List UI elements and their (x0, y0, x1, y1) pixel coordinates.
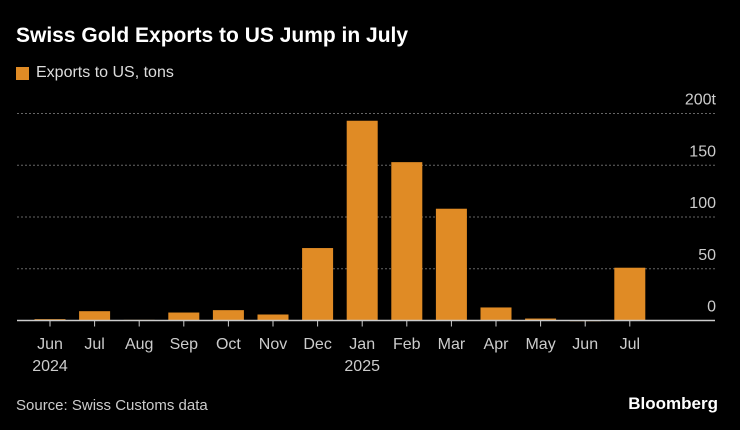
legend: Exports to US, tons (16, 64, 174, 82)
x-tick-label: Oct (216, 336, 241, 353)
bar-jul (614, 267, 646, 321)
bar-dec (302, 248, 334, 321)
year-label: 2024 (32, 358, 68, 375)
bar-apr (480, 307, 512, 321)
x-tick-label: Dec (303, 336, 331, 353)
bar-nov (257, 314, 289, 321)
bloomberg-logo: Bloomberg (628, 394, 718, 413)
bar-oct (212, 310, 244, 321)
bar-sep (168, 312, 200, 321)
bar-jan (346, 120, 378, 321)
x-tick-label: Aug (125, 336, 153, 353)
y-tick-label: 50 (698, 247, 716, 264)
x-tick-label: Jan (349, 336, 375, 353)
bar-mar (435, 208, 467, 321)
x-tick-label: Mar (438, 336, 466, 353)
legend-swatch (16, 66, 29, 80)
x-tick-label: Jul (620, 336, 640, 353)
x-tick-label: May (525, 336, 555, 353)
bar-feb (391, 162, 423, 321)
y-tick-label: 200t (685, 92, 717, 109)
y-tick-label: 0 (707, 299, 716, 316)
x-tick-label: Sep (170, 336, 199, 353)
y-tick-label: 150 (689, 143, 716, 160)
y-tick-label: 100 (689, 195, 716, 212)
x-tick-label: Jun (572, 336, 598, 353)
source-note: Source: Swiss Customs data (16, 397, 208, 414)
x-tick-label: Jul (84, 336, 104, 353)
chart-title: Swiss Gold Exports to US Jump in July (16, 24, 409, 47)
legend-label: Exports to US, tons (36, 64, 174, 81)
x-tick-label: Apr (484, 336, 510, 353)
year-label: 2025 (344, 358, 380, 375)
x-tick-label: Nov (259, 336, 287, 353)
x-tick-label: Jun (37, 336, 63, 353)
bar-may (525, 318, 557, 321)
bar-jul (79, 311, 111, 321)
x-tick-label: Feb (393, 336, 421, 353)
